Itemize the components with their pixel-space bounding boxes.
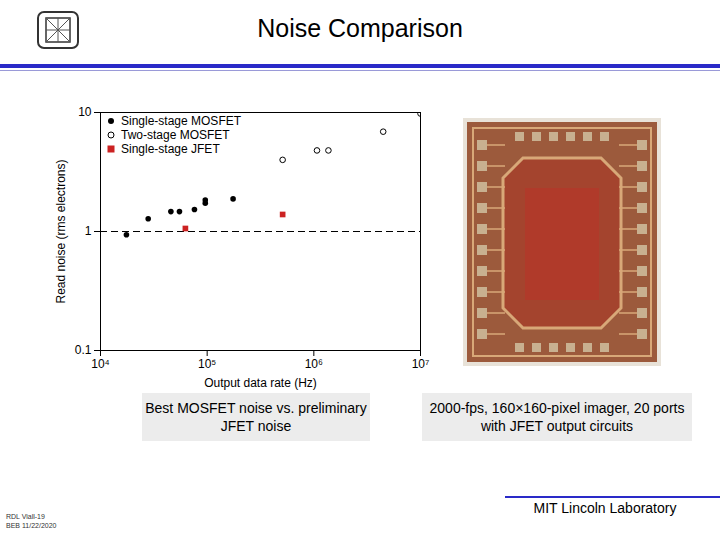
svg-text:0.1: 0.1 bbox=[75, 343, 92, 357]
html-text:BEB 11/22/2020: BEB 11/22/2020 bbox=[6, 522, 57, 529]
html-text:Two-stage MOSFET: Two-stage MOSFET bbox=[121, 128, 230, 142]
svg-text:10: 10 bbox=[78, 105, 92, 119]
html-text:RDL Viall-19: RDL Viall-19 bbox=[6, 513, 45, 520]
html-text:Single-stage MOSFET: Single-stage MOSFET bbox=[121, 114, 241, 128]
html-text:Single-stage JFET: Single-stage JFET bbox=[121, 142, 220, 156]
svg-text:10⁷: 10⁷ bbox=[412, 357, 430, 371]
html-text:2000-fps, 160×160-pixel imager: 2000-fps, 160×160-pixel imager, 20 ports… bbox=[429, 400, 685, 434]
html-text:MIT Lincoln Laboratory: MIT Lincoln Laboratory bbox=[533, 500, 677, 516]
html-text:Noise Comparison: Noise Comparison bbox=[257, 14, 463, 42]
svg-text:10⁴: 10⁴ bbox=[91, 357, 110, 371]
svg-text:10⁵: 10⁵ bbox=[198, 357, 216, 371]
svg-text:1: 1 bbox=[85, 224, 92, 238]
svg-text:10⁶: 10⁶ bbox=[305, 357, 323, 371]
svg-text:Read noise (rms electrons): Read noise (rms electrons) bbox=[54, 159, 68, 303]
html-text:Best MOSFET noise vs. prelimin: Best MOSFET noise vs. preliminary JFET n… bbox=[145, 400, 367, 434]
svg-text:Output data rate (Hz): Output data rate (Hz) bbox=[204, 376, 317, 390]
